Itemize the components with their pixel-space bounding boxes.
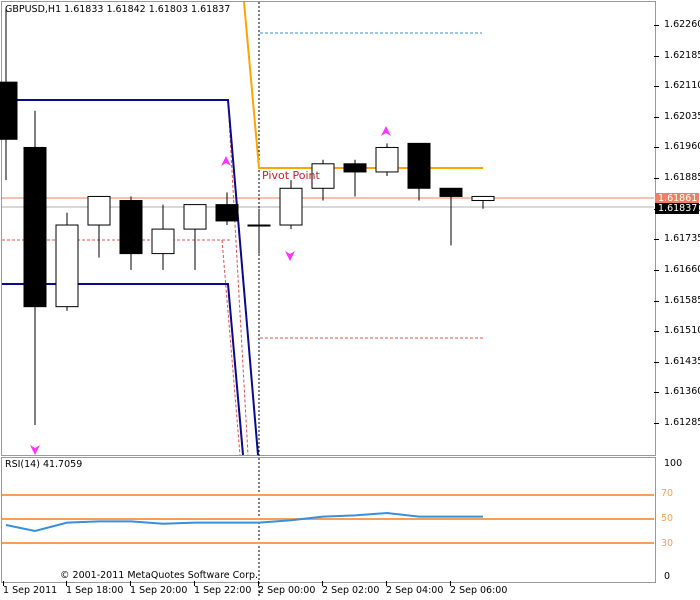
time-axis-tick bbox=[66, 581, 67, 586]
candle-body bbox=[471, 195, 495, 202]
price-axis-label: 1.61435 bbox=[664, 355, 700, 367]
time-axis-label: 2 Sep 02:00 bbox=[322, 585, 380, 596]
bid-price-tag: 1.61837 bbox=[655, 203, 699, 214]
candle-body bbox=[215, 204, 239, 222]
candle-body bbox=[279, 187, 303, 226]
candle-body bbox=[183, 204, 207, 230]
time-axis-label: 2 Sep 04:00 bbox=[386, 585, 444, 596]
time-axis-tick bbox=[450, 581, 451, 586]
price-axis-label: 1.61960 bbox=[664, 141, 700, 153]
rsi-axis-max: 100 bbox=[664, 458, 683, 469]
rsi-line bbox=[5, 511, 483, 533]
price-axis-tick bbox=[654, 361, 659, 363]
candle-body bbox=[0, 81, 18, 140]
pivot-point-label: Pivot Point bbox=[262, 169, 320, 182]
price-axis-label: 1.61660 bbox=[664, 263, 700, 275]
copyright-text: © 2001-2011 MetaQuotes Software Corp. bbox=[60, 570, 259, 581]
price-axis-label: 1.61885 bbox=[664, 172, 700, 184]
candle-body bbox=[119, 200, 143, 255]
candle-body bbox=[407, 142, 431, 189]
price-axis-tick bbox=[654, 147, 659, 149]
price-axis-label: 1.62260 bbox=[664, 19, 700, 30]
price-axis-label: 1.62110 bbox=[664, 80, 700, 92]
candle-body bbox=[375, 146, 399, 173]
fractal-down-arrow bbox=[285, 251, 295, 261]
price-axis-label: 1.61510 bbox=[664, 325, 700, 337]
price-axis-tick bbox=[654, 239, 659, 241]
time-axis-label: 2 Sep 00:00 bbox=[258, 585, 316, 596]
candle-body bbox=[87, 195, 111, 226]
channel-upper-line bbox=[2, 99, 259, 456]
rsi-level-70: 70 bbox=[661, 488, 674, 499]
time-axis-tick bbox=[386, 581, 387, 586]
time-axis-label: 2 Sep 06:00 bbox=[450, 585, 508, 596]
time-axis-label: 1 Sep 18:00 bbox=[66, 585, 124, 596]
price-axis-tick bbox=[654, 116, 659, 118]
candle-body bbox=[55, 224, 79, 308]
time-axis-tick bbox=[130, 581, 131, 586]
candle-body bbox=[247, 224, 271, 227]
candle-body bbox=[343, 163, 367, 173]
candle-body bbox=[23, 146, 47, 308]
price-axis-tick bbox=[654, 55, 659, 57]
pivot-trend-dashed-line-2 bbox=[221, 239, 241, 456]
rsi-axis-min: 0 bbox=[664, 571, 671, 582]
time-axis-tick bbox=[322, 581, 323, 586]
rsi-level-30: 30 bbox=[661, 538, 674, 549]
fractal-up-arrow bbox=[221, 156, 231, 166]
candle-body bbox=[439, 187, 463, 197]
channel-lower-line bbox=[2, 283, 244, 456]
price-axis-label: 1.61285 bbox=[664, 417, 700, 428]
price-axis-label: 1.62035 bbox=[664, 110, 700, 122]
time-axis-label: 1 Sep 20:00 bbox=[130, 585, 188, 596]
price-axis-tick bbox=[654, 178, 659, 180]
rsi-indicator-area[interactable] bbox=[1, 457, 656, 583]
rsi-label: RSI(14) 41.7059 bbox=[5, 459, 83, 470]
candle-body bbox=[311, 163, 335, 189]
time-axis-label: 1 Sep 2011 bbox=[3, 585, 58, 596]
price-axis-tick bbox=[654, 86, 659, 88]
time-axis-label: 1 Sep 22:00 bbox=[194, 585, 252, 596]
time-axis-tick bbox=[3, 581, 4, 586]
price-axis-tick bbox=[654, 423, 659, 424]
price-axis-tick bbox=[654, 331, 659, 333]
fractal-down-arrow bbox=[30, 445, 40, 455]
price-axis-label: 1.61585 bbox=[664, 294, 700, 306]
rsi-level-50: 50 bbox=[661, 513, 674, 524]
pivot-trend-dashed-line bbox=[227, 99, 249, 456]
price-axis-tick bbox=[654, 269, 659, 271]
price-axis-label: 1.61360 bbox=[664, 386, 700, 398]
price-axis-tick bbox=[654, 300, 659, 302]
time-axis-tick bbox=[194, 581, 195, 586]
price-axis-tick bbox=[654, 392, 659, 394]
symbol-header: GBPUSD,H1 1.61833 1.61842 1.61803 1.6183… bbox=[5, 4, 231, 15]
level-price-tag: 1.61861 bbox=[655, 193, 699, 204]
price-axis-label: 1.62185 bbox=[664, 49, 700, 61]
pivot-line bbox=[243, 1, 483, 169]
price-chart-area[interactable] bbox=[1, 1, 656, 456]
price-axis-label: 1.61735 bbox=[664, 233, 700, 245]
price-axis-tick bbox=[654, 25, 659, 26]
candle-body bbox=[151, 228, 175, 255]
fractal-up-arrow bbox=[381, 126, 391, 136]
time-axis-tick bbox=[258, 581, 259, 586]
